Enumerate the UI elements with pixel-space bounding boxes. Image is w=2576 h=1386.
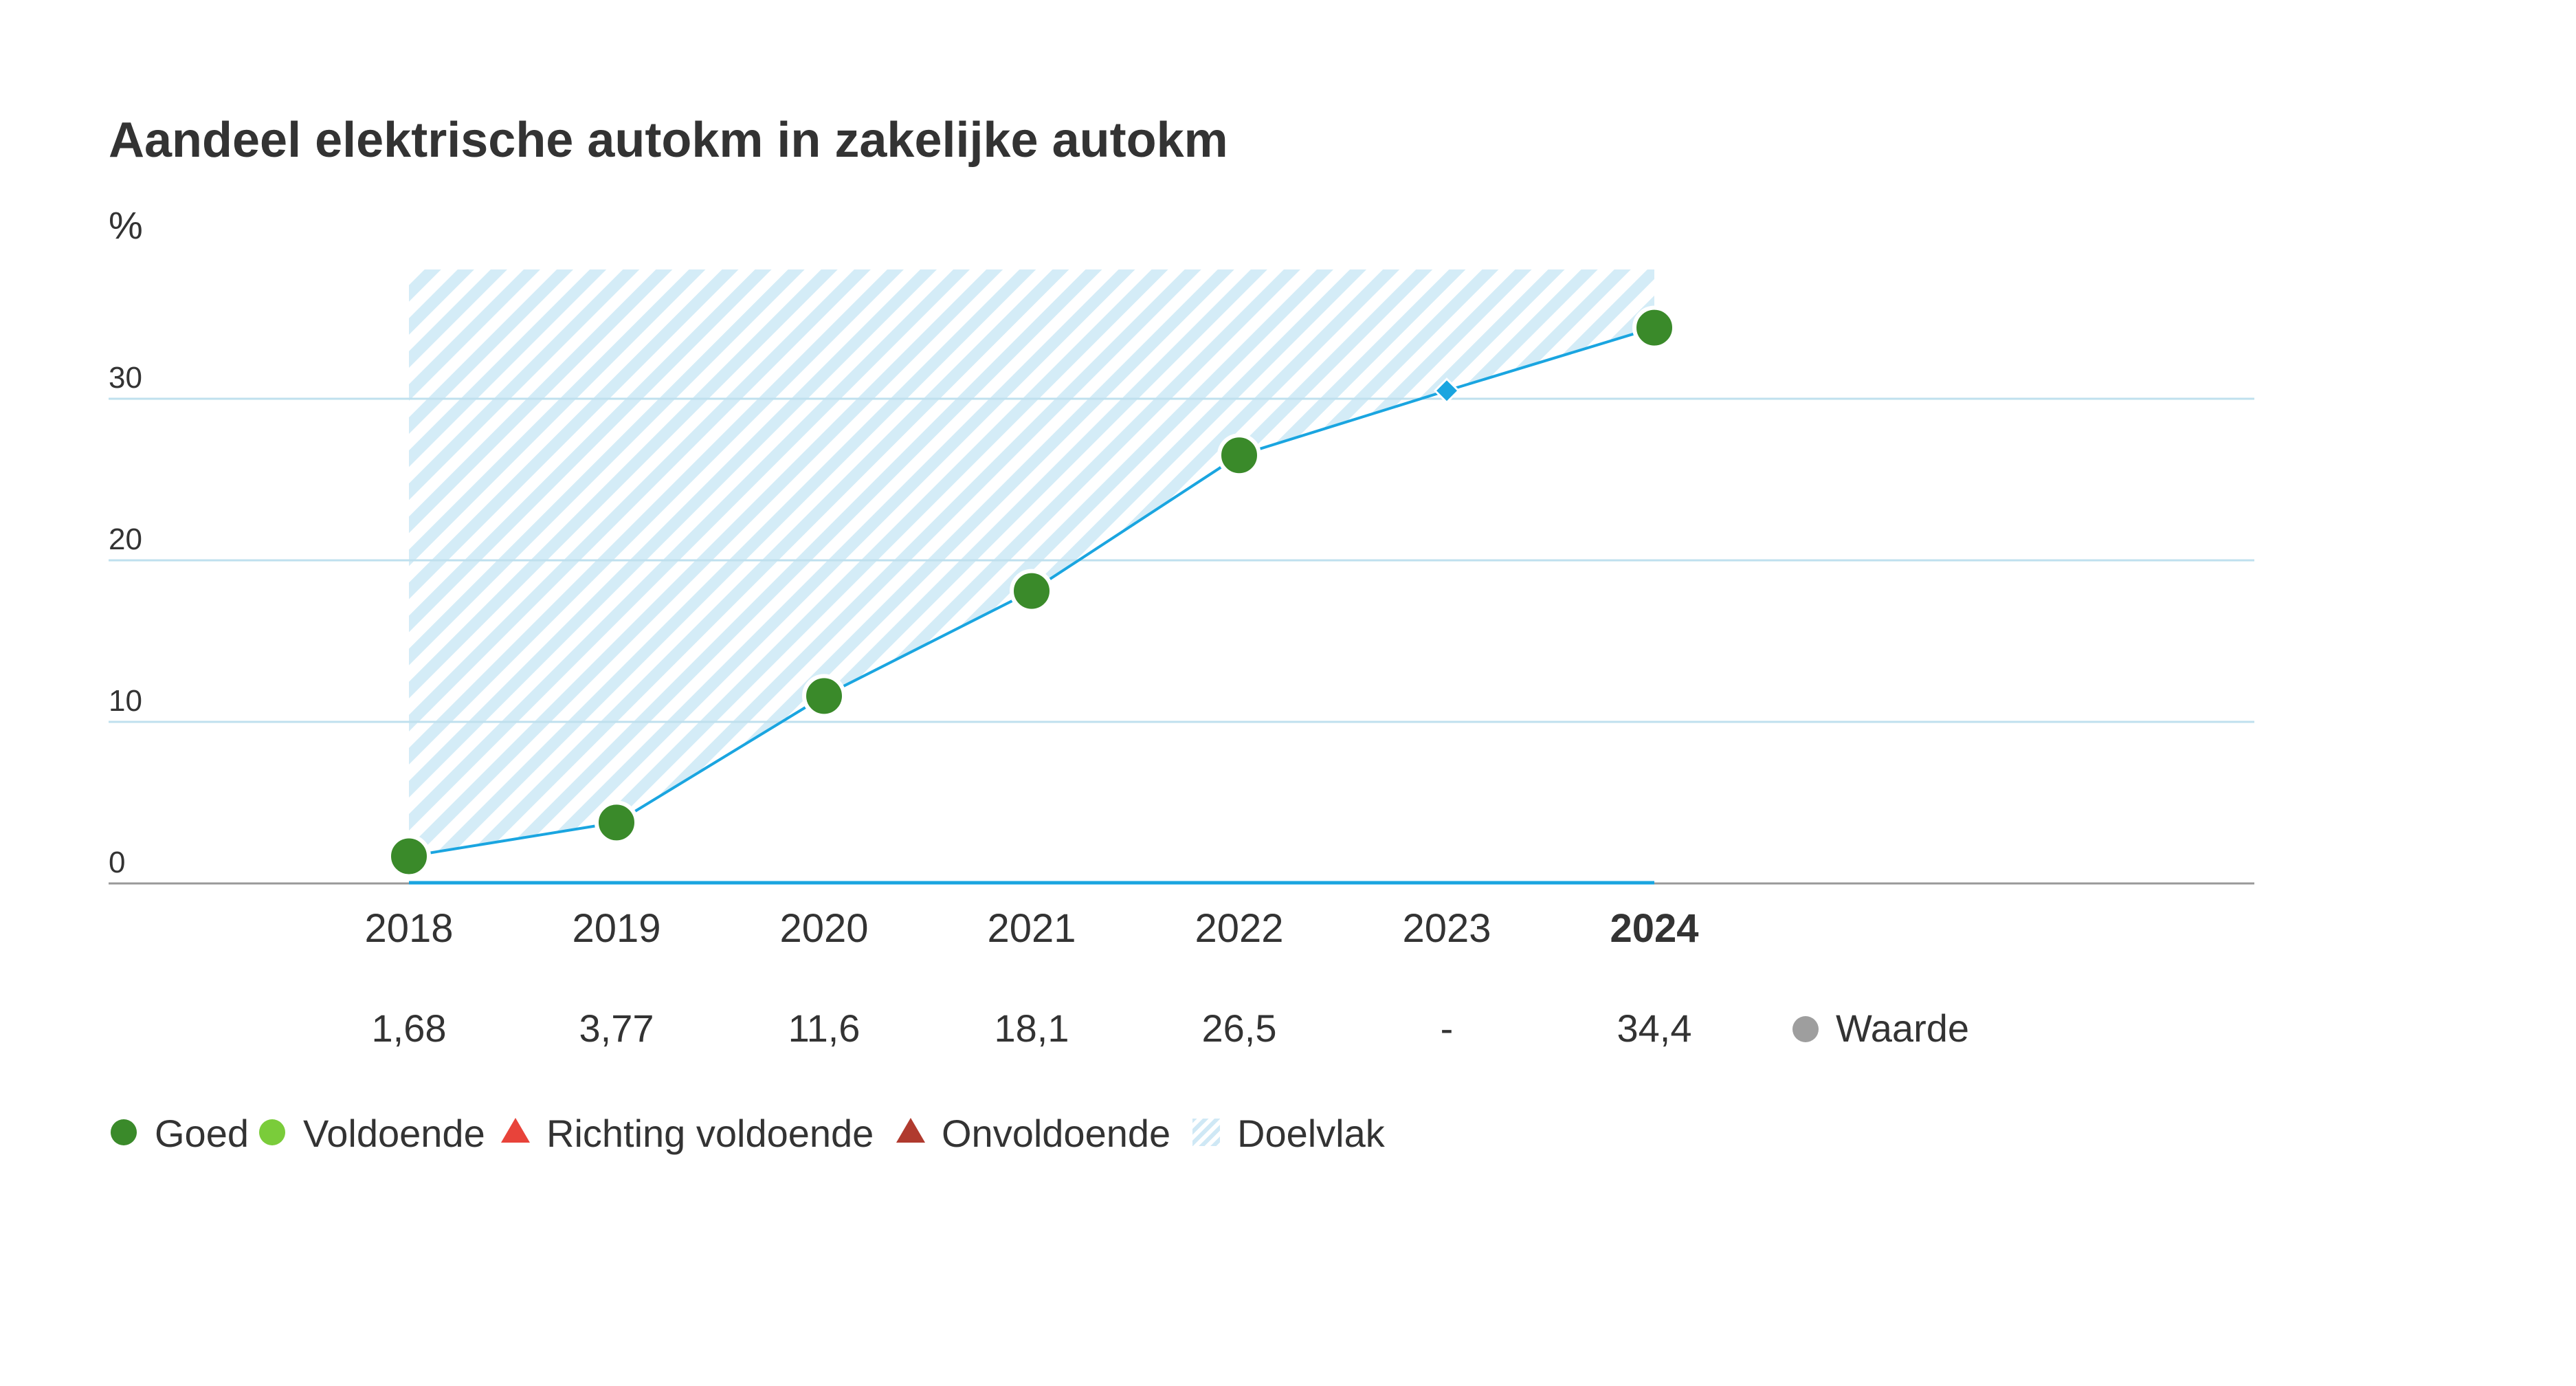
y-tick-label: 30 [109,361,142,395]
value-label: 18,1 [995,1006,1069,1050]
value-label: - [1441,1006,1454,1050]
legend-item-voldoende: Voldoende [259,1112,485,1155]
x-tick-label: 2021 [987,906,1076,951]
legend-item-onvoldoende: Onvoldoende [896,1112,1170,1155]
value-label: 1,68 [372,1006,447,1050]
x-tick-label: 2019 [572,906,660,951]
value-row-label: Waarde [1836,1006,1969,1050]
target-area-doelvlak [409,270,1654,857]
x-tick-label: 2018 [364,906,453,951]
value-label: 34,4 [1617,1006,1692,1050]
legend-marker [259,1119,285,1145]
waarde-legend-dot [1792,1016,1819,1042]
value-label: 3,77 [579,1006,654,1050]
data-point-2021 [1010,569,1054,613]
data-point-2020 [802,674,846,718]
y-tick-label: 20 [109,522,142,556]
legend-label: Goed [155,1112,249,1155]
data-point-2018 [387,834,431,879]
value-label: 26,5 [1202,1006,1277,1050]
x-tick-label: 2020 [779,906,868,951]
x-tick-label: 2024 [1610,906,1698,951]
legend-marker [896,1118,925,1143]
legend-label: Onvoldoende [942,1112,1170,1155]
x-tick-label: 2023 [1402,906,1491,951]
legend-marker [501,1118,530,1143]
chart-title: Aandeel elektrische autokm in zakelijke … [109,113,1228,168]
legend-marker [1192,1119,1220,1146]
legend-label: Richting voldoende [546,1112,874,1155]
legend-label: Doelvlak [1237,1112,1386,1155]
data-point-2019 [595,800,639,845]
legend-item-goed: Goed [111,1112,249,1155]
data-point-2022 [1217,433,1261,478]
legend-item-doelvlak: Doelvlak [1192,1112,1386,1155]
x-tick-label: 2022 [1195,906,1283,951]
y-axis-unit-label: % [109,204,143,247]
interpolated-point-2023 [1433,377,1461,404]
y-tick-label: 0 [109,846,125,879]
y-tick-label: 10 [109,684,142,718]
legend-marker [111,1119,137,1145]
legend-label: Voldoende [303,1112,485,1155]
value-label: 11,6 [788,1006,860,1050]
legend-item-richting-voldoende: Richting voldoende [501,1112,874,1155]
data-point-2024 [1632,305,1676,350]
